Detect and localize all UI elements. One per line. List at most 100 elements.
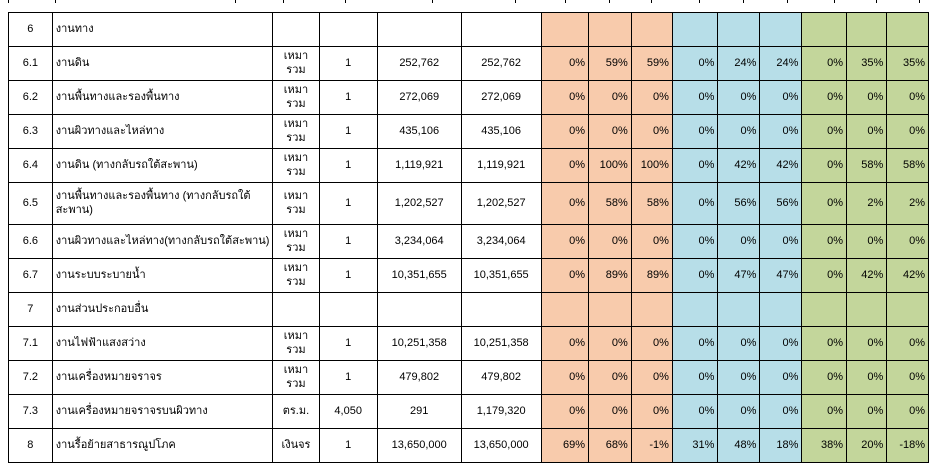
amount-cell[interactable]: 10,251,358 [460,326,542,361]
orange-pct-cell[interactable]: 0% [630,326,673,361]
description-cell[interactable]: งานดิน (ทางกลับรถใต้สะพาน) [51,148,274,183]
quantity-cell[interactable]: 1 [318,326,378,361]
row-number-cell[interactable]: 7.1 [8,326,53,361]
row-number-cell[interactable]: 6.4 [8,148,53,183]
blue-pct-cell[interactable]: 0% [671,80,719,115]
description-cell[interactable]: งานดิน [51,46,274,81]
green-pct-cell[interactable] [845,292,888,327]
blue-pct-cell[interactable]: 0% [671,360,719,395]
blue-pct-cell[interactable]: 47% [759,258,803,293]
unit-price-cell[interactable] [376,12,462,47]
orange-pct-cell[interactable]: 0% [540,80,589,115]
orange-pct-cell[interactable]: 0% [540,46,589,81]
orange-pct-cell[interactable] [630,292,673,327]
amount-cell[interactable]: 272,069 [460,80,542,115]
quantity-cell[interactable] [318,12,378,47]
blue-pct-cell[interactable]: 48% [717,428,761,463]
green-pct-cell[interactable]: 0% [801,148,847,183]
orange-pct-cell[interactable]: 0% [540,360,589,395]
blue-pct-cell[interactable]: 0% [671,182,719,225]
amount-cell[interactable]: 1,119,921 [460,148,542,183]
amount-cell[interactable]: 435,106 [460,114,542,149]
quantity-cell[interactable]: 4,050 [318,394,378,429]
orange-pct-cell[interactable]: 59% [587,46,632,81]
unit-cell[interactable]: เหมารวม [272,46,320,81]
blue-pct-cell[interactable]: 18% [759,428,803,463]
orange-pct-cell[interactable]: 0% [587,114,632,149]
green-pct-cell[interactable] [886,292,929,327]
green-pct-cell[interactable] [801,292,847,327]
green-pct-cell[interactable]: 0% [886,114,929,149]
orange-pct-cell[interactable]: 0% [630,224,673,259]
green-pct-cell[interactable]: 0% [801,258,847,293]
orange-pct-cell[interactable] [630,12,673,47]
row-number-cell[interactable]: 6.3 [8,114,53,149]
blue-pct-cell[interactable]: 24% [717,46,761,81]
orange-pct-cell[interactable]: 69% [540,428,589,463]
orange-pct-cell[interactable]: 59% [630,46,673,81]
quantity-cell[interactable]: 1 [318,80,378,115]
blue-pct-cell[interactable] [759,292,803,327]
unit-cell[interactable]: เหมารวม [272,258,320,293]
blue-pct-cell[interactable]: 0% [759,80,803,115]
green-pct-cell[interactable]: 0% [886,326,929,361]
orange-pct-cell[interactable]: 100% [587,148,632,183]
unit-cell[interactable]: เหมารวม [272,148,320,183]
description-cell[interactable]: งานพื้นทางและรองพื้นทาง (ทางกลับรถใต้สะพ… [51,182,274,225]
quantity-cell[interactable]: 1 [318,428,378,463]
green-pct-cell[interactable]: 0% [801,326,847,361]
blue-pct-cell[interactable]: 42% [717,148,761,183]
blue-pct-cell[interactable]: 0% [759,224,803,259]
unit-price-cell[interactable]: 3,234,064 [376,224,462,259]
green-pct-cell[interactable]: 0% [801,360,847,395]
row-number-cell[interactable]: 8 [8,428,53,463]
blue-pct-cell[interactable]: 0% [671,46,719,81]
orange-pct-cell[interactable]: 0% [587,360,632,395]
blue-pct-cell[interactable]: 0% [717,114,761,149]
unit-price-cell[interactable]: 479,802 [376,360,462,395]
blue-pct-cell[interactable] [717,12,761,47]
amount-cell[interactable]: 13,650,000 [460,428,542,463]
green-pct-cell[interactable]: 0% [886,360,929,395]
orange-pct-cell[interactable]: 0% [540,394,589,429]
unit-cell[interactable]: เหมารวม [272,80,320,115]
orange-pct-cell[interactable]: 58% [587,182,632,225]
quantity-cell[interactable]: 1 [318,46,378,81]
blue-pct-cell[interactable]: 0% [671,326,719,361]
green-pct-cell[interactable]: 0% [845,326,888,361]
description-cell[interactable]: งานพื้นทางและรองพื้นทาง [51,80,274,115]
unit-price-cell[interactable]: 1,202,527 [376,182,462,225]
orange-pct-cell[interactable]: 0% [630,394,673,429]
quantity-cell[interactable]: 1 [318,114,378,149]
blue-pct-cell[interactable]: 31% [671,428,719,463]
blue-pct-cell[interactable]: 0% [671,258,719,293]
blue-pct-cell[interactable] [759,12,803,47]
green-pct-cell[interactable]: 58% [845,148,888,183]
blue-pct-cell[interactable]: 0% [759,326,803,361]
unit-cell[interactable]: เหมารวม [272,182,320,225]
amount-cell[interactable]: 10,351,655 [460,258,542,293]
orange-pct-cell[interactable]: 100% [630,148,673,183]
quantity-cell[interactable]: 1 [318,148,378,183]
green-pct-cell[interactable]: 0% [845,394,888,429]
green-pct-cell[interactable]: 0% [886,394,929,429]
green-pct-cell[interactable] [886,12,929,47]
quantity-cell[interactable]: 1 [318,224,378,259]
green-pct-cell[interactable]: 0% [845,224,888,259]
row-number-cell[interactable]: 7 [8,292,53,327]
row-number-cell[interactable]: 6.7 [8,258,53,293]
orange-pct-cell[interactable]: 0% [540,258,589,293]
orange-pct-cell[interactable]: 0% [630,114,673,149]
green-pct-cell[interactable]: 2% [845,182,888,225]
orange-pct-cell[interactable]: 0% [587,224,632,259]
description-cell[interactable]: งานเครื่องหมายจราจรบนผิวทาง [51,394,274,429]
orange-pct-cell[interactable]: -1% [630,428,673,463]
description-cell[interactable]: งานทาง [51,12,274,47]
orange-pct-cell[interactable] [540,12,589,47]
unit-price-cell[interactable]: 291 [376,394,462,429]
green-pct-cell[interactable] [845,12,888,47]
orange-pct-cell[interactable] [587,292,632,327]
unit-price-cell[interactable] [376,292,462,327]
blue-pct-cell[interactable] [717,292,761,327]
description-cell[interactable]: งานระบบระบายน้ำ [51,258,274,293]
